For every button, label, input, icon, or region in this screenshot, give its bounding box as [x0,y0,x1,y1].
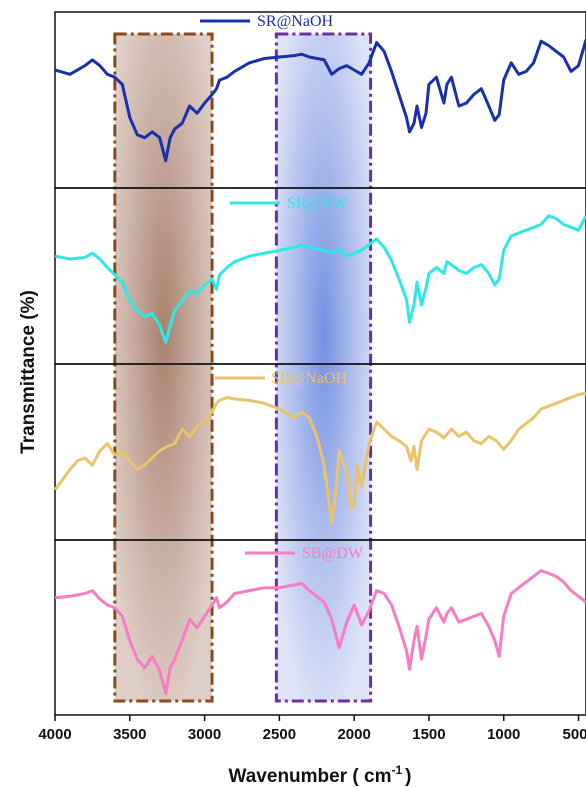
highlight-region-2 [274,32,373,703]
x-ticks: 4000 3500 3000 2500 2000 1500 1000 500 [38,715,586,743]
x-tick-label-3: 3000 [188,726,221,743]
x-tick-label-8: 500 [563,726,586,743]
x-tick-label-5: 2000 [337,726,370,743]
series-line-3 [53,391,586,525]
legend-label-1: SR@NaOH [257,13,334,30]
x-tick-label-4: 2500 [263,726,296,743]
legend-label-2: SR@DW [287,195,349,212]
x-tick-label-1: 4000 [38,726,71,743]
series-line-4 [54,569,586,696]
y-axis-title: Transmittance (%) [18,290,39,454]
series-group [53,39,586,696]
legends: SR@NaOH SR@DW SB@NaOH SB@DW [200,13,364,562]
highlight-regions [113,32,373,703]
panel-frame-4 [54,539,586,716]
panels [54,11,586,716]
x-tick-label-2: 3500 [113,726,146,743]
legend-label-3: SB@NaOH [271,370,348,387]
series-line-1 [54,39,586,163]
x-axis-title: Wavenumber ( cm-1) [229,763,412,787]
series-line-2 [54,214,586,344]
highlight-region-1 [113,32,214,703]
legend-label-4: SB@DW [302,545,364,562]
x-tick-label-6: 1500 [412,726,445,743]
x-tick-label-7: 1000 [487,726,520,743]
